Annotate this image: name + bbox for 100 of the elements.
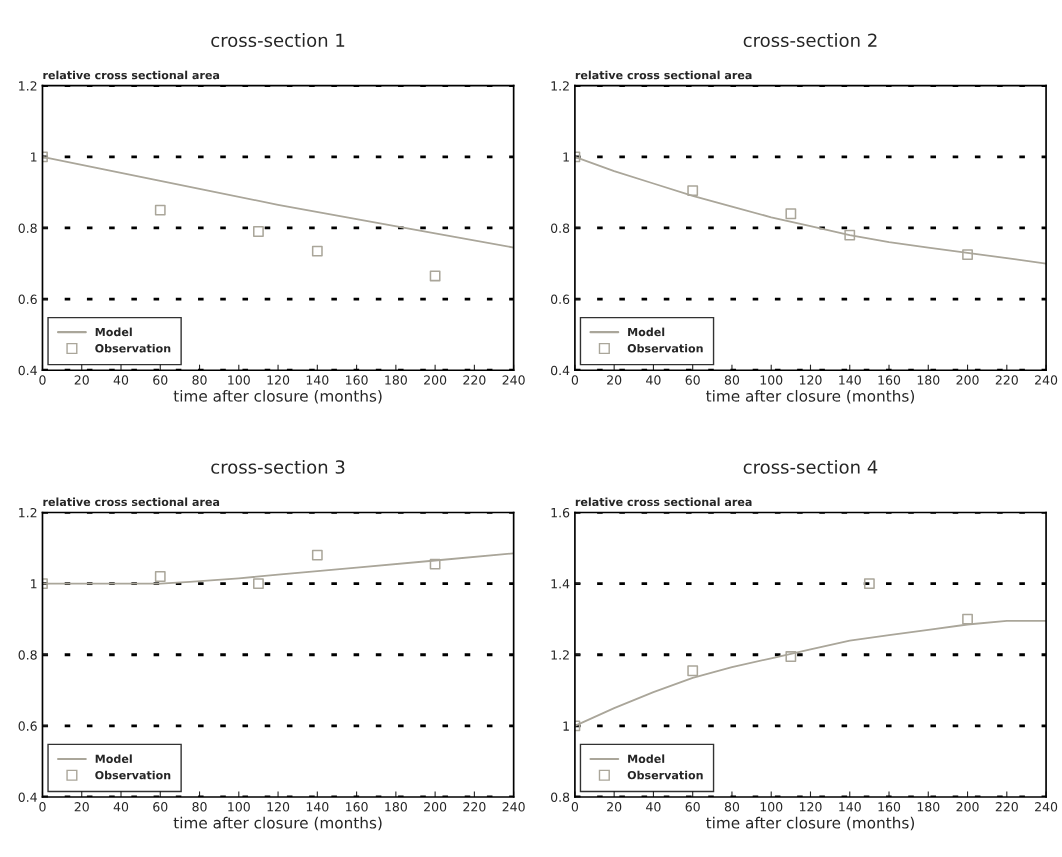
x-tick-label: 120 [799,375,822,385]
y-axis-title: relative cross sectional area [43,70,220,80]
y-tick-label: 1 [31,152,37,162]
legend-label: Observation [95,770,171,780]
x-tick-label: 240 [502,375,525,385]
x-tick-label: 0 [39,802,46,812]
y-tick-label: 1.2 [19,507,37,518]
x-axis-title: time after closure (months) [706,389,915,404]
x-tick-label: 100 [228,802,250,812]
x-tick-label: 60 [153,802,168,812]
x-tick-label: 100 [760,375,783,385]
x-tick-label: 20 [74,802,89,812]
x-tick-label: 160 [878,802,901,812]
x-tick-label: 200 [956,802,979,812]
x-tick-label: 100 [760,802,783,812]
y-tick-label: 1.4 [551,579,570,589]
y-tick-label: 1.2 [19,81,37,91]
x-tick-label: 40 [113,375,129,385]
y-tick-label: 0.4 [18,365,37,376]
x-tick-label: 180 [385,802,407,812]
x-axis-title: time after closure (months) [173,816,382,831]
x-tick-label: 20 [74,375,89,385]
y-tick-label: 1.2 [551,81,569,91]
x-tick-label: 80 [724,802,740,812]
x-tick-label: 220 [463,375,486,385]
x-tick-label: 120 [267,375,290,385]
y-tick-label: 0.4 [550,365,570,376]
point [687,185,699,197]
x-tick-label: 20 [607,375,622,385]
x-tick-label: 100 [228,375,250,385]
legend-label: Model [628,754,665,763]
x-tick-label: 20 [607,802,622,812]
point [154,571,166,582]
x-tick-label: 200 [956,375,979,385]
x-tick-label: 120 [799,802,822,812]
point [785,651,797,662]
x-tick-label: 140 [306,802,329,812]
x-tick-label: 40 [646,802,661,812]
x-tick-label: 160 [346,375,368,385]
legend-label: Observation [95,343,171,353]
x-tick-label: 80 [192,802,207,812]
y-axis-title: relative cross sectional area [43,497,220,507]
point [154,204,166,216]
y-tick-label: 1.2 [551,650,569,660]
y-tick-label: 0.6 [18,721,37,731]
x-tick-label: 240 [1035,375,1058,385]
x-tick-label: 220 [995,802,1018,812]
point [962,613,973,625]
x-tick-label: 0 [39,375,46,385]
point [962,249,973,261]
point [311,549,323,561]
point [863,578,875,590]
x-tick-label: 60 [685,802,700,812]
x-tick-label: 0 [571,375,579,385]
y-tick-label: 1 [31,579,37,589]
y-tick-label: 0.4 [18,792,37,802]
chart-title: cross-section 3 [211,459,345,474]
x-tick-label: 160 [346,802,368,812]
y-axis-title: relative cross sectional area [575,497,752,507]
x-axis-title: time after closure (months) [173,389,382,404]
x-tick-label: 80 [192,375,207,385]
x-tick-label: 240 [502,802,525,812]
point [253,578,264,590]
chart-title: cross-section 2 [743,33,877,48]
x-tick-label: 200 [424,375,447,385]
x-tick-label: 60 [685,375,700,385]
x-tick-label: 140 [306,375,329,385]
x-tick-label: 120 [267,802,290,812]
y-tick-label: 0.8 [18,650,37,660]
x-tick-label: 220 [463,802,486,812]
chart-title: cross-section 4 [743,459,878,474]
point [311,245,323,257]
x-tick-label: 180 [917,375,940,385]
x-tick-label: 0 [571,802,579,812]
y-tick-label: 1 [563,152,569,162]
x-tick-label: 140 [839,375,861,385]
x-tick-label: 180 [385,375,407,385]
legend-label: Observation [627,343,703,353]
point [785,208,797,220]
x-tick-label: 160 [878,375,901,385]
point [253,226,264,237]
legend-label: Model [95,327,132,337]
x-tick-label: 80 [724,375,740,385]
legend-label: Observation [627,770,703,780]
y-tick-label: 0.8 [550,792,570,802]
x-tick-label: 140 [839,802,861,812]
x-tick-label: 60 [153,375,168,385]
y-tick-label: 0.6 [550,294,570,305]
y-axis-title: relative cross sectional area [575,70,752,80]
y-tick-label: 1.6 [551,507,570,518]
chart-title: cross-section 1 [211,33,345,48]
point [429,558,441,570]
x-tick-label: 220 [995,375,1018,385]
y-tick-label: 0.8 [550,223,570,233]
point [687,665,699,677]
point [429,270,441,282]
y-tick-label: 0.6 [18,294,37,305]
y-tick-label: 1 [563,721,569,731]
legend-label: Model [628,327,665,337]
legend-label: Model [95,754,132,763]
